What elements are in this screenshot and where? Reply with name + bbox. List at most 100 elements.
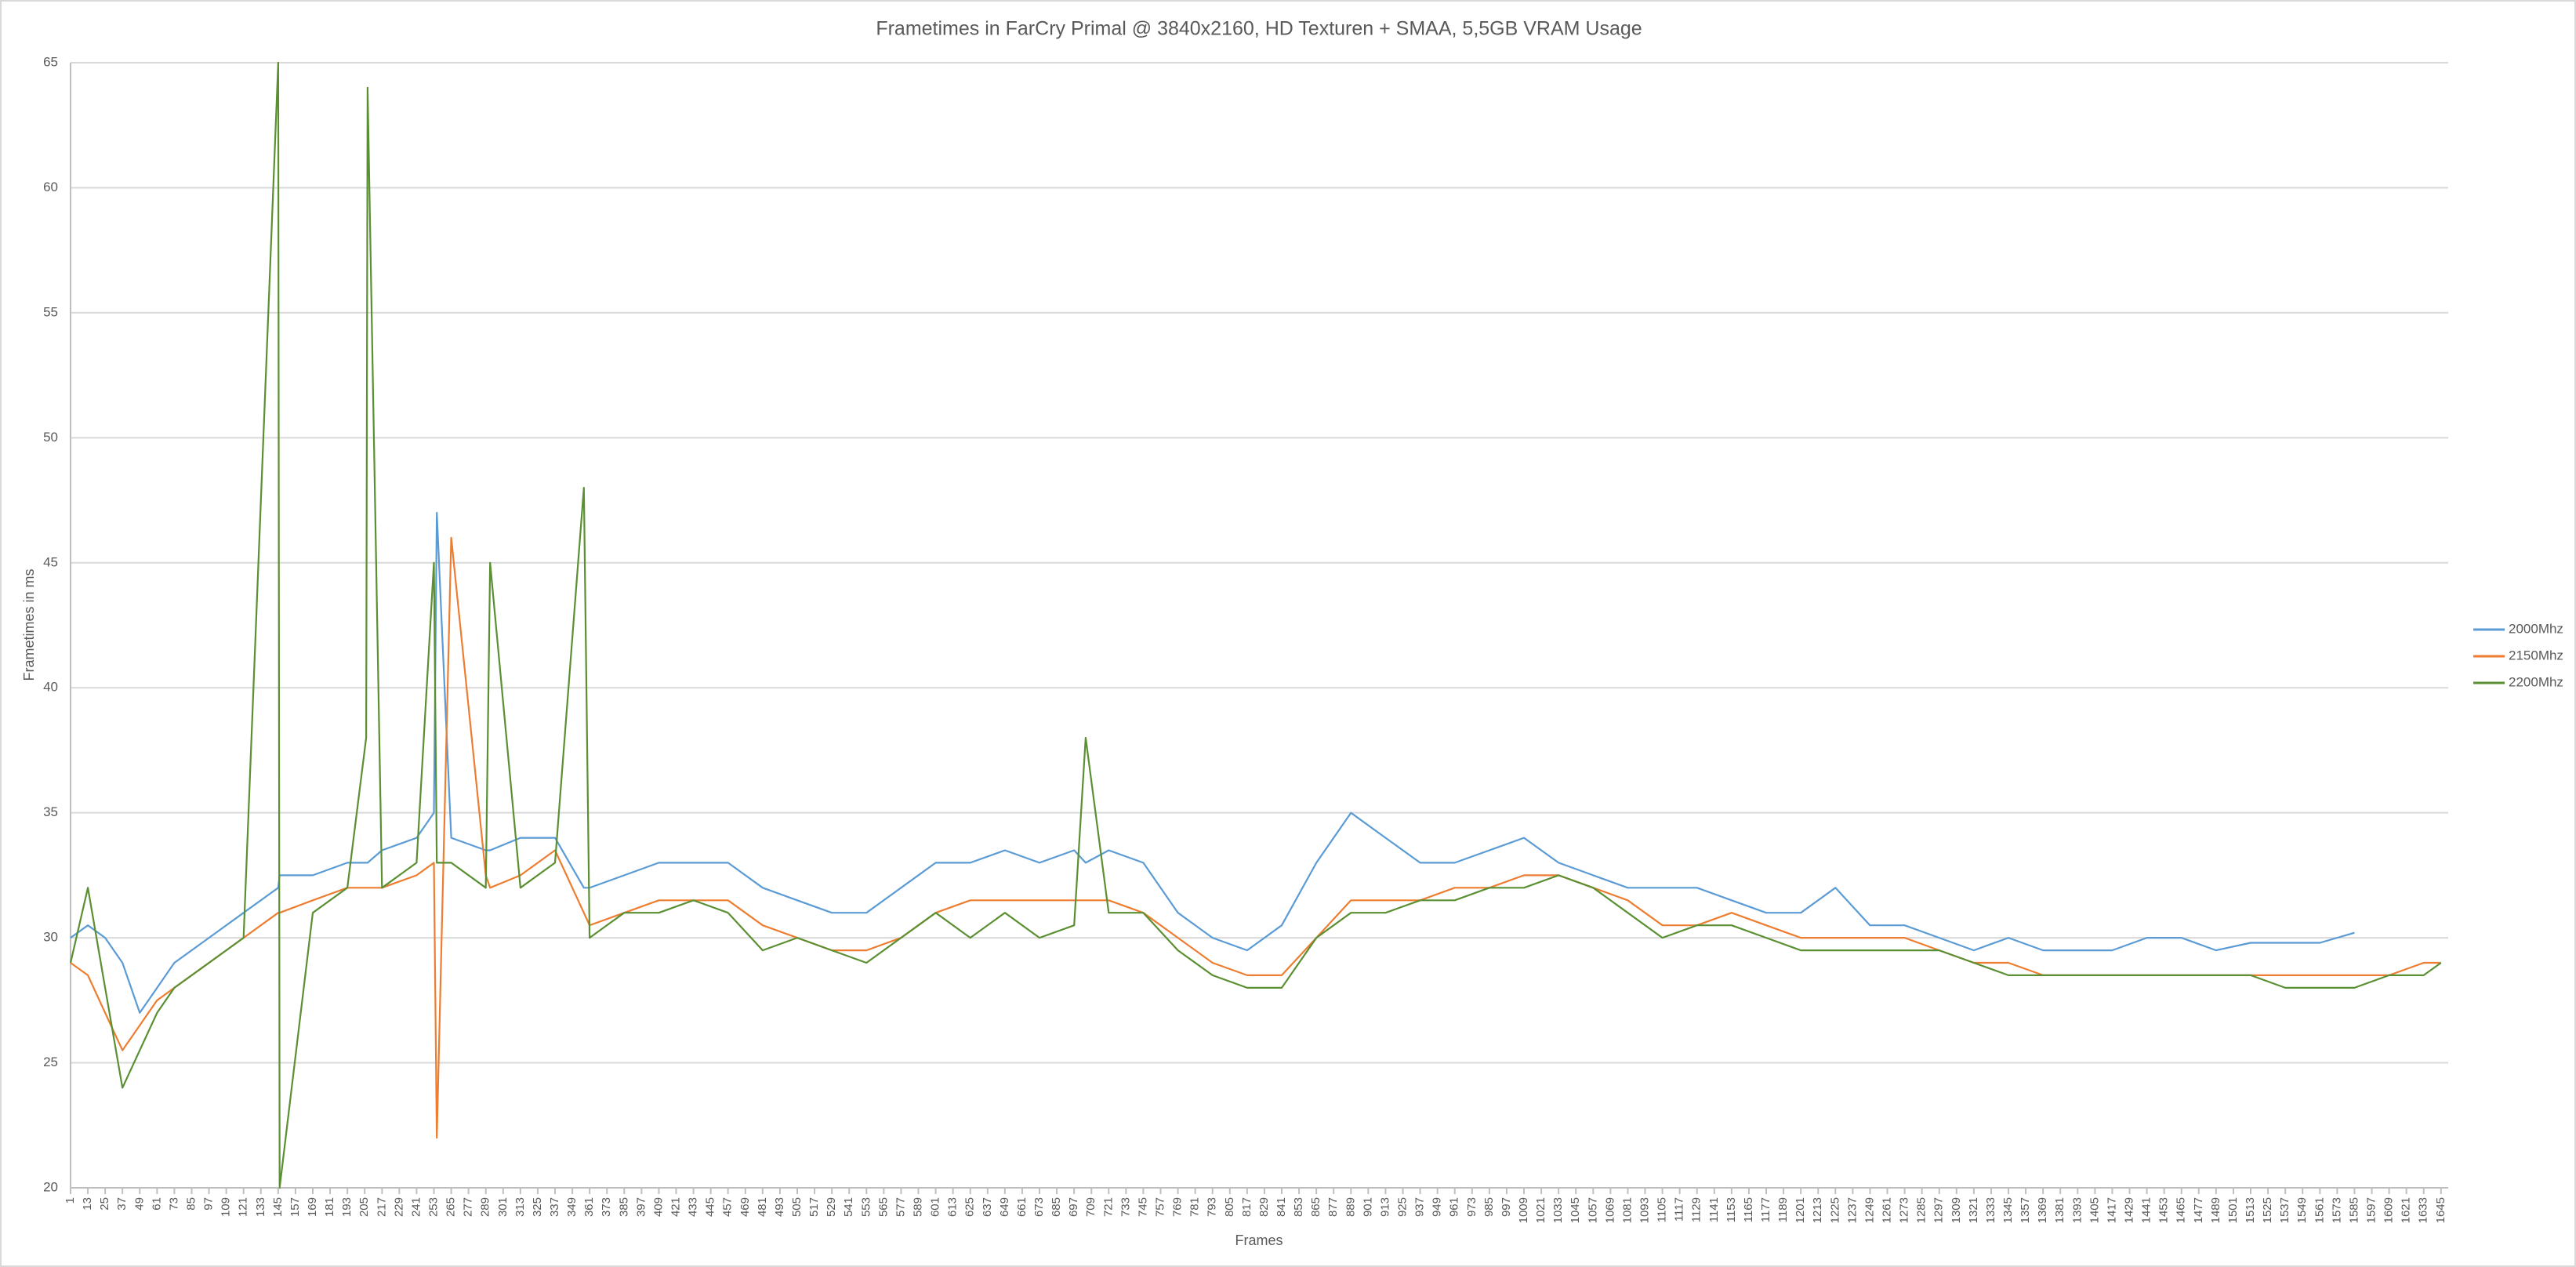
- x-tick-label: 1381: [2053, 1197, 2066, 1223]
- x-tick-label: 1261: [1880, 1197, 1893, 1223]
- x-tick-label: 1129: [1690, 1197, 1703, 1222]
- x-tick-label: 1357: [2019, 1197, 2032, 1223]
- x-tick-label: 1165: [1742, 1197, 1755, 1222]
- x-tick-label: 721: [1101, 1197, 1115, 1217]
- x-tick-label: 1429: [2122, 1197, 2135, 1223]
- x-tick-label: 901: [1361, 1197, 1374, 1217]
- x-tick-label: 613: [946, 1197, 960, 1217]
- x-tick-label: 1213: [1811, 1197, 1824, 1223]
- x-tick-label: 253: [426, 1197, 440, 1217]
- x-tick-label: 73: [167, 1197, 180, 1211]
- x-tick-label: 745: [1136, 1197, 1149, 1217]
- x-tick-label: 1513: [2244, 1197, 2257, 1223]
- x-tick-label: 229: [392, 1197, 405, 1217]
- x-tick-label: 1177: [1759, 1197, 1772, 1222]
- x-tick-label: 1285: [1915, 1197, 1928, 1223]
- x-tick-label: 1453: [2157, 1197, 2171, 1223]
- x-tick-label: 1549: [2295, 1197, 2309, 1223]
- x-tick-label: 877: [1326, 1197, 1340, 1217]
- x-tick-label: 157: [288, 1197, 302, 1217]
- x-tick-label: 853: [1292, 1197, 1305, 1217]
- x-tick-label: 697: [1067, 1197, 1080, 1217]
- x-tick-label: 1009: [1517, 1197, 1530, 1223]
- x-tick-label: 505: [790, 1197, 804, 1217]
- x-tick-label: 1237: [1845, 1197, 1859, 1223]
- x-tick-label: 1105: [1656, 1197, 1669, 1222]
- x-tick-label: 1441: [2140, 1197, 2153, 1223]
- x-tick-label: 1609: [2382, 1197, 2396, 1223]
- x-tick-label: 121: [237, 1197, 250, 1217]
- y-tick-label: 40: [43, 680, 58, 695]
- x-tick-label: 889: [1344, 1197, 1357, 1217]
- x-tick-label: 241: [409, 1197, 423, 1217]
- y-tick-label: 45: [43, 554, 58, 569]
- x-tick-label: 673: [1032, 1197, 1046, 1217]
- x-tick-label: 181: [323, 1197, 336, 1217]
- x-tick-label: 469: [738, 1197, 752, 1217]
- y-tick-label: 20: [43, 1179, 58, 1194]
- x-tick-label: 1093: [1638, 1197, 1651, 1223]
- x-tick-label: 457: [721, 1197, 735, 1217]
- x-tick-label: 1249: [1863, 1197, 1876, 1223]
- x-tick-label: 85: [184, 1197, 198, 1211]
- x-tick-label: 1321: [1967, 1197, 1980, 1223]
- x-tick-label: 25: [98, 1197, 111, 1211]
- x-tick-label: 1201: [1794, 1197, 1807, 1223]
- x-tick-label: 973: [1465, 1197, 1478, 1217]
- x-tick-label: 1573: [2330, 1197, 2343, 1223]
- x-tick-label: 385: [617, 1197, 630, 1217]
- x-tick-label: 169: [306, 1197, 319, 1217]
- x-tick-label: 361: [582, 1197, 596, 1217]
- x-tick-label: 1069: [1603, 1197, 1616, 1223]
- y-axis-label: Frametimes in ms: [21, 568, 37, 681]
- x-tick-label: 709: [1084, 1197, 1098, 1217]
- x-tick-label: 133: [254, 1197, 267, 1217]
- x-tick-label: 1369: [2036, 1197, 2049, 1223]
- x-tick-label: 1489: [2209, 1197, 2222, 1223]
- x-tick-label: 553: [859, 1197, 873, 1217]
- y-tick-label: 50: [43, 430, 58, 445]
- series-line: [70, 511, 2355, 1014]
- x-axis-label: Frames: [1235, 1233, 1283, 1248]
- x-tick-label: 997: [1500, 1197, 1513, 1217]
- x-tick-label: 1525: [2261, 1197, 2274, 1223]
- x-tick-label: 277: [462, 1197, 475, 1217]
- x-tick-label: 625: [963, 1197, 977, 1217]
- x-tick-label: 1309: [1950, 1197, 1963, 1223]
- x-tick-label: 577: [894, 1197, 907, 1217]
- x-tick-label: 433: [687, 1197, 700, 1217]
- x-tick-label: 49: [132, 1197, 146, 1211]
- x-tick-label: 37: [115, 1197, 129, 1211]
- x-tick-label: 649: [998, 1197, 1011, 1217]
- x-tick-label: 925: [1395, 1197, 1409, 1217]
- x-tick-label: 1: [63, 1197, 77, 1203]
- x-tick-label: 529: [825, 1197, 838, 1217]
- x-tick-label: 97: [202, 1197, 216, 1211]
- x-tick-label: 733: [1119, 1197, 1132, 1217]
- x-tick-label: 637: [981, 1197, 994, 1217]
- series-line: [69, 61, 2442, 1189]
- x-tick-label: 1645: [2434, 1197, 2447, 1223]
- x-tick-label: 1057: [1586, 1197, 1599, 1223]
- x-tick-label: 145: [271, 1197, 285, 1217]
- x-tick-label: 1141: [1707, 1197, 1721, 1222]
- y-tick-label: 25: [43, 1055, 58, 1069]
- legend-label: 2200Mhz: [2509, 674, 2563, 689]
- x-tick-label: 937: [1413, 1197, 1427, 1217]
- x-tick-label: 601: [929, 1197, 942, 1217]
- x-tick-label: 13: [81, 1197, 94, 1211]
- chart-title: Frametimes in FarCry Primal @ 3840x2160,…: [876, 18, 1642, 40]
- x-tick-label: 289: [479, 1197, 492, 1217]
- x-tick-label: 1153: [1725, 1197, 1738, 1222]
- x-tick-label: 1297: [1932, 1197, 1946, 1223]
- x-tick-label: 1537: [2278, 1197, 2291, 1223]
- x-tick-label: 109: [220, 1197, 233, 1217]
- y-tick-label: 65: [43, 54, 58, 69]
- x-tick-label: 1117: [1673, 1197, 1686, 1222]
- x-tick-label: 781: [1188, 1197, 1202, 1217]
- x-tick-label: 1585: [2347, 1197, 2360, 1223]
- x-tick-label: 1465: [2175, 1197, 2188, 1223]
- x-tick-label: 217: [375, 1197, 388, 1217]
- x-tick-label: 1189: [1776, 1197, 1790, 1222]
